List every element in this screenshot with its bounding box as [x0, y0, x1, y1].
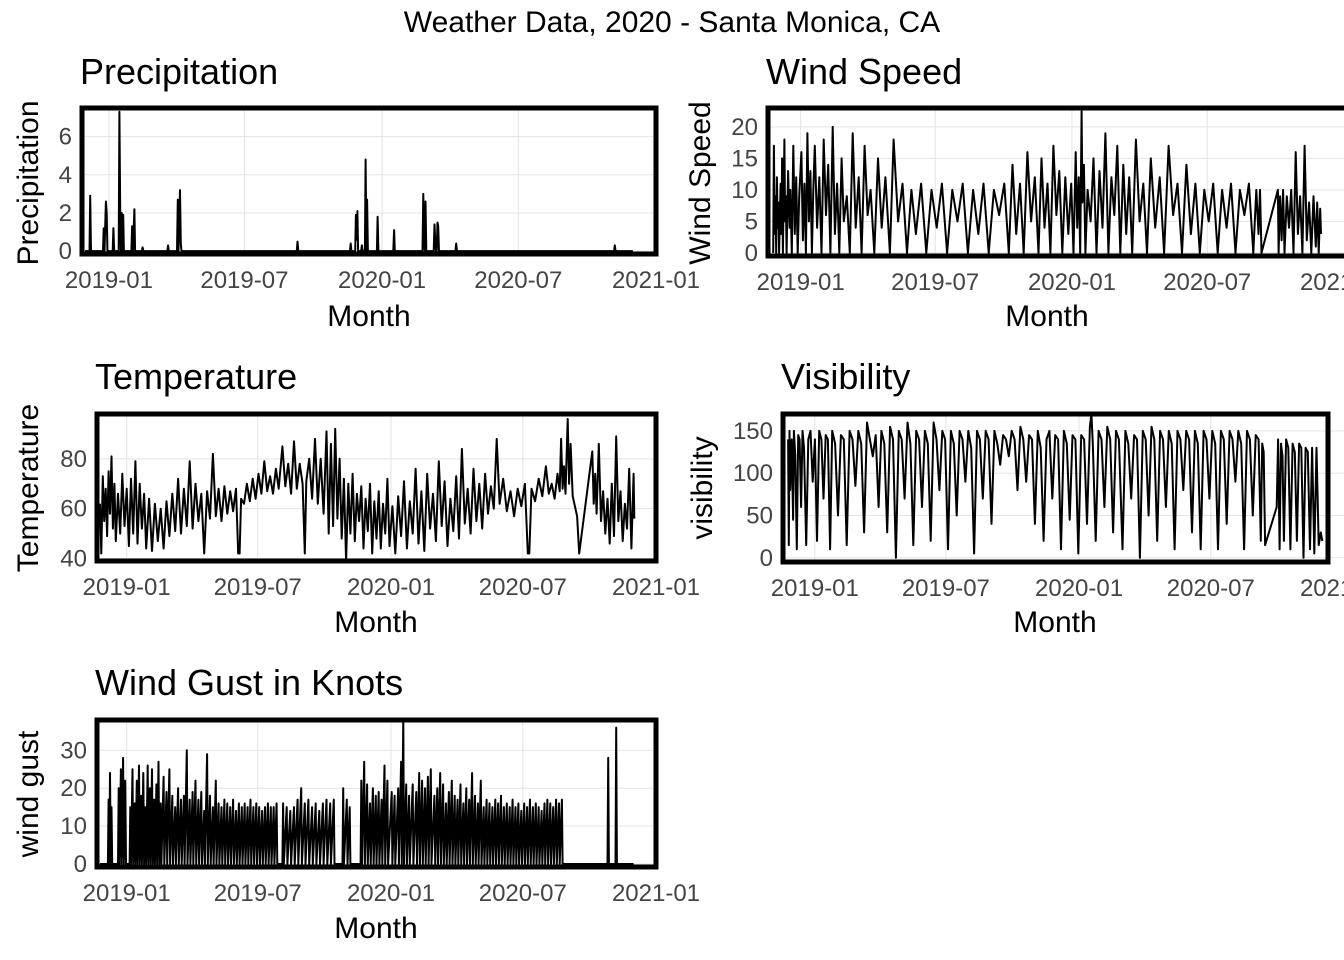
y-tick-label: 30: [60, 737, 87, 764]
y-tick-label: 100: [733, 460, 773, 487]
wind-gust-panel: Wind Gust in Knots 2019-01 2019-07 2020-01…: [12, 662, 700, 945]
visibility-panel: Visibility 2019-01 2019-07 2020-01 2020-07 2…: [686, 356, 1344, 639]
y-tick-label: 40: [60, 546, 87, 573]
y-tick-label: 0: [74, 851, 87, 878]
x-tick-label: 2019-07: [214, 880, 302, 907]
x-tick-label: 2019-01: [757, 269, 845, 296]
x-tick-labels: 2019-01 2019-07 2020-01 2020-07 2021-01: [757, 269, 1344, 296]
y-tick-label: 60: [60, 496, 87, 523]
y-tick-labels: 0 50 100 150: [733, 418, 773, 572]
y-tick-label: 6: [59, 124, 72, 151]
temperature-panel: Temperature 2019-01 2019-07 2020-01 2020-07…: [12, 356, 700, 639]
y-axis-label: visibility: [686, 436, 719, 539]
panel-title: Visibility: [781, 356, 910, 397]
x-tick-labels: 2019-01 2019-07 2020-01 2020-07 2021-01: [83, 574, 700, 601]
x-tick-label: 2020-07: [479, 880, 567, 907]
series-line: [787, 413, 1324, 559]
y-axis-label: wind gust: [12, 730, 45, 858]
y-tick-label: 10: [731, 177, 758, 204]
x-tick-label: 2019-07: [214, 574, 302, 601]
y-tick-label: 0: [760, 545, 773, 572]
y-tick-label: 150: [733, 418, 773, 445]
x-tick-label: 2020-07: [1167, 575, 1255, 602]
plot-frame: [94, 717, 659, 870]
x-axis-label: Month: [1005, 300, 1088, 333]
y-tick-labels: 40 60 80: [60, 446, 87, 573]
x-tick-label: 2020-01: [1035, 575, 1123, 602]
y-tick-label: 4: [59, 162, 72, 189]
x-tick-label: 2020-07: [1163, 269, 1251, 296]
x-axis-label: Month: [334, 606, 417, 639]
y-tick-label: 20: [731, 114, 758, 141]
y-axis-label: Wind Speed: [684, 101, 717, 264]
series-line: [85, 110, 633, 253]
plot-frame: [79, 105, 659, 257]
y-tick-label: 15: [731, 145, 758, 172]
x-tick-label: 2020-01: [347, 880, 435, 907]
x-tick-label: 2019-01: [65, 267, 153, 294]
y-tick-label: 50: [746, 502, 773, 529]
x-tick-label: 2019-07: [200, 267, 288, 294]
panel-title: Precipitation: [80, 51, 278, 92]
x-tick-label: 2021-01: [612, 267, 700, 294]
series-line: [99, 719, 634, 865]
plot-frame: [780, 411, 1331, 565]
x-tick-label: 2020-07: [474, 267, 562, 294]
x-tick-label: 2021-01: [1300, 269, 1344, 296]
plot-frame: [765, 105, 1344, 259]
x-tick-label: 2020-01: [347, 574, 435, 601]
plot-frame: [94, 411, 659, 564]
x-tick-label: 2019-01: [771, 575, 859, 602]
grid: [82, 108, 656, 254]
x-tick-label: 2020-07: [479, 574, 567, 601]
wind-speed-panel: Wind Speed 2019-01 2019-07 2020-01 2020-07 2…: [684, 51, 1344, 333]
y-tick-labels: 0 10 20 30: [60, 737, 87, 878]
x-tick-label: 2021-01: [612, 574, 700, 601]
y-axis-label: Precipitation: [12, 100, 45, 265]
panel-title: Wind Speed: [766, 51, 962, 92]
x-tick-labels: 2019-01 2019-07 2020-01 2020-07 2021-01: [83, 880, 700, 907]
x-tick-labels: 2019-01 2019-07 2020-01 2020-07 2021-01: [65, 267, 700, 294]
precipitation-panel: Precipitation 2019-01 2019-07 2020-01 2020-…: [12, 51, 700, 333]
y-tick-label: 0: [745, 240, 758, 267]
series-line: [98, 418, 636, 562]
y-tick-label: 10: [60, 813, 87, 840]
y-tick-labels: 0 5 10 15 20: [731, 114, 758, 267]
x-tick-label: 2019-07: [902, 575, 990, 602]
y-axis-label: Temperature: [12, 404, 45, 572]
panel-title: Wind Gust in Knots: [95, 662, 403, 703]
x-tick-label: 2019-07: [891, 269, 979, 296]
y-tick-label: 5: [745, 208, 758, 235]
panel-title: Temperature: [95, 356, 297, 397]
x-tick-label: 2019-01: [83, 574, 171, 601]
y-tick-labels: 0 2 4 6: [59, 124, 72, 266]
series-line: [772, 110, 1322, 254]
x-tick-label: 2019-01: [83, 880, 171, 907]
y-tick-label: 80: [60, 446, 87, 473]
figure-title: Weather Data, 2020 - Santa Monica, CA: [404, 6, 940, 39]
x-axis-label: Month: [1013, 606, 1096, 639]
x-tick-labels: 2019-01 2019-07 2020-01 2020-07 2021-01: [771, 575, 1344, 602]
x-tick-label: 2021-01: [1300, 575, 1344, 602]
x-tick-label: 2020-01: [338, 267, 426, 294]
y-tick-label: 20: [60, 775, 87, 802]
y-tick-label: 2: [59, 200, 72, 227]
y-tick-label: 0: [59, 238, 72, 265]
x-axis-label: Month: [327, 300, 410, 333]
x-axis-label: Month: [334, 912, 417, 945]
x-tick-label: 2020-01: [1028, 269, 1116, 296]
x-tick-label: 2021-01: [612, 880, 700, 907]
